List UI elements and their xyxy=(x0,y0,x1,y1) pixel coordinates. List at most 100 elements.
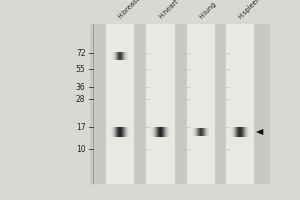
Bar xyxy=(153,127,154,137)
Bar xyxy=(127,127,128,137)
Bar xyxy=(127,52,128,60)
Bar xyxy=(115,127,116,137)
Bar xyxy=(165,127,166,137)
Bar xyxy=(230,127,231,137)
Bar xyxy=(243,127,244,137)
Bar xyxy=(119,52,120,60)
Bar xyxy=(112,127,113,137)
Bar xyxy=(117,52,118,60)
Bar xyxy=(123,52,124,60)
Bar xyxy=(201,128,202,136)
Bar xyxy=(154,127,155,137)
Bar xyxy=(193,128,194,136)
Bar xyxy=(113,127,114,137)
Bar xyxy=(116,127,117,137)
Bar xyxy=(233,127,234,137)
Bar xyxy=(204,128,205,136)
Bar xyxy=(187,24,215,184)
Bar xyxy=(116,52,117,60)
Bar xyxy=(159,127,160,137)
Bar xyxy=(196,128,197,136)
Bar xyxy=(114,52,115,60)
Bar xyxy=(155,127,156,137)
Bar xyxy=(167,127,168,137)
Bar xyxy=(197,128,198,136)
Bar xyxy=(195,128,196,136)
Bar xyxy=(200,128,201,136)
Bar xyxy=(112,52,113,60)
Bar xyxy=(128,127,129,137)
Bar xyxy=(237,127,238,137)
Bar xyxy=(207,128,208,136)
Bar xyxy=(125,127,126,137)
Bar xyxy=(122,52,123,60)
Bar xyxy=(199,128,200,136)
Bar xyxy=(120,127,121,137)
Bar xyxy=(126,127,127,137)
Bar xyxy=(118,127,119,137)
Bar xyxy=(157,127,158,137)
Bar xyxy=(209,128,210,136)
Bar xyxy=(241,127,242,137)
Bar xyxy=(161,127,162,137)
Bar xyxy=(124,127,125,137)
Bar xyxy=(111,127,112,137)
Bar xyxy=(248,127,249,137)
Bar xyxy=(198,128,199,136)
Bar xyxy=(232,127,233,137)
Bar xyxy=(158,127,159,137)
Bar xyxy=(242,127,243,137)
Bar xyxy=(125,52,126,60)
Bar xyxy=(121,127,122,137)
Bar xyxy=(245,127,246,137)
Bar xyxy=(151,127,152,137)
Bar xyxy=(124,52,125,60)
Bar xyxy=(236,127,237,137)
Text: 10: 10 xyxy=(76,144,86,154)
Bar xyxy=(206,128,207,136)
Bar xyxy=(226,24,254,184)
Bar xyxy=(202,128,203,136)
Bar xyxy=(123,127,124,137)
Bar xyxy=(169,127,170,137)
Bar xyxy=(156,127,157,137)
Bar xyxy=(114,127,115,137)
Bar xyxy=(106,24,134,184)
Bar xyxy=(244,127,245,137)
Text: H.spleen: H.spleen xyxy=(237,0,262,20)
Bar xyxy=(118,52,119,60)
Text: 36: 36 xyxy=(76,83,85,92)
Bar xyxy=(117,127,118,137)
Text: 17: 17 xyxy=(76,122,86,132)
Bar xyxy=(120,52,121,60)
Bar xyxy=(247,127,248,137)
Bar xyxy=(110,127,111,137)
Bar xyxy=(163,127,164,137)
Bar xyxy=(164,127,165,137)
Bar xyxy=(90,24,270,184)
Bar xyxy=(129,127,130,137)
Bar xyxy=(192,128,193,136)
Bar xyxy=(121,52,122,60)
Bar xyxy=(194,128,195,136)
Bar xyxy=(152,127,153,137)
Bar xyxy=(238,127,239,137)
Bar xyxy=(115,52,116,60)
Polygon shape xyxy=(256,129,263,135)
Bar xyxy=(205,128,206,136)
Bar xyxy=(231,127,232,137)
Bar xyxy=(235,127,236,137)
Bar xyxy=(240,127,241,137)
Text: 72: 72 xyxy=(76,48,86,58)
Bar xyxy=(146,24,175,184)
Text: 28: 28 xyxy=(76,95,86,104)
Bar xyxy=(119,127,120,137)
Bar xyxy=(168,127,169,137)
Bar xyxy=(126,52,127,60)
Text: H.heart: H.heart xyxy=(158,0,179,20)
Bar xyxy=(203,128,204,136)
Bar xyxy=(208,128,209,136)
Bar xyxy=(160,127,161,137)
Text: 55: 55 xyxy=(76,64,85,73)
Text: H.lung: H.lung xyxy=(198,1,218,20)
